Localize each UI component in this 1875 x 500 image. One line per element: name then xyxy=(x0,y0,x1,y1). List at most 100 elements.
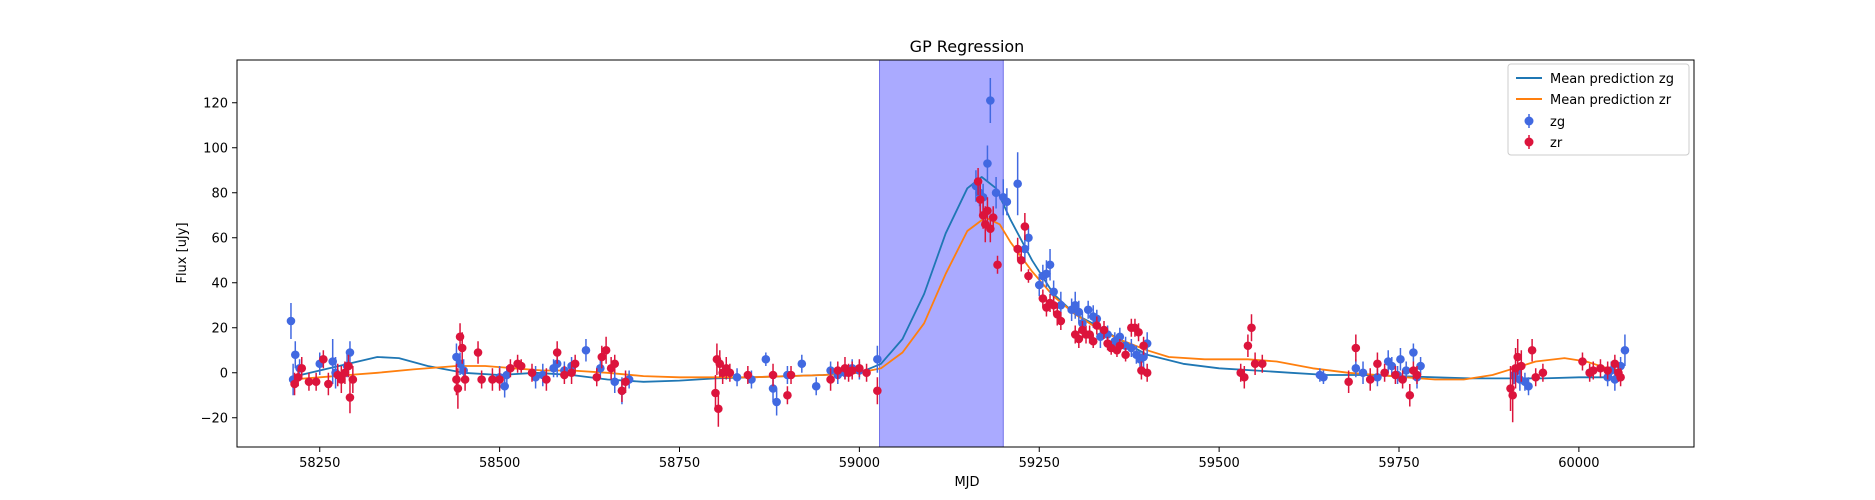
data-point-zr xyxy=(1099,325,1109,335)
data-point-zr xyxy=(340,368,350,378)
data-point-zr xyxy=(1038,294,1048,303)
data-point-zr xyxy=(725,368,735,378)
y-tick-label: 40 xyxy=(211,276,228,291)
data-point-zr xyxy=(1588,366,1598,375)
data-point-zr xyxy=(743,370,753,380)
data-point-zr xyxy=(1578,357,1587,366)
data-point-zr xyxy=(1088,336,1098,346)
data-point-zr xyxy=(457,343,467,353)
x-tick-label: 58250 xyxy=(299,456,340,471)
data-point-zr xyxy=(319,354,328,364)
data-point-zr xyxy=(311,377,321,387)
data-point-zr xyxy=(297,363,307,373)
data-point-zr xyxy=(516,361,526,371)
data-point-zr xyxy=(975,195,985,204)
data-point-zr xyxy=(570,359,580,369)
data-point-zg xyxy=(811,381,821,391)
data-point-zg xyxy=(732,372,742,382)
data-point-zg xyxy=(1401,366,1411,375)
data-point-zr xyxy=(601,345,611,355)
data-point-zg xyxy=(986,96,995,105)
data-point-zg xyxy=(1045,260,1055,270)
data-point-zg xyxy=(772,397,781,407)
data-point-zr xyxy=(597,352,607,362)
data-point-zr xyxy=(1351,343,1361,353)
legend-marker-zr xyxy=(1524,137,1534,147)
legend-label-zg-line: Mean prediction zg xyxy=(1550,72,1674,87)
data-point-zr xyxy=(453,384,463,393)
data-point-zg xyxy=(1034,280,1044,290)
data-point-zr xyxy=(1142,368,1152,378)
data-point-zr xyxy=(983,206,992,216)
data-point-zg xyxy=(1409,348,1418,357)
legend: Mean prediction zg Mean prediction zr zg… xyxy=(1507,63,1690,156)
data-point-zg xyxy=(290,350,300,360)
data-point-zg xyxy=(286,316,296,326)
data-point-zr xyxy=(714,404,723,414)
data-point-zr xyxy=(1247,323,1256,333)
data-point-zg xyxy=(610,377,620,387)
data-point-zr xyxy=(1250,359,1260,369)
y-tick-label: 60 xyxy=(211,231,228,246)
data-point-zr xyxy=(1531,372,1541,382)
data-point-zg xyxy=(1139,352,1148,362)
data-point-zg xyxy=(761,354,771,364)
data-point-zr xyxy=(452,375,461,384)
legend-label-zr: zr xyxy=(1550,136,1563,151)
data-point-zr xyxy=(1380,368,1389,378)
data-point-zr xyxy=(1020,222,1030,231)
data-point-zg xyxy=(452,352,461,362)
data-point-zr xyxy=(1085,330,1094,339)
data-point-zr xyxy=(552,348,562,357)
data-point-zg xyxy=(500,381,509,391)
data-point-zr xyxy=(477,375,486,384)
data-point-zr xyxy=(610,359,620,369)
data-point-zr xyxy=(1527,345,1537,355)
y-tick-label: 80 xyxy=(211,186,228,201)
data-point-zr xyxy=(1517,361,1526,371)
data-point-zr xyxy=(345,393,355,402)
data-point-zg xyxy=(459,366,468,375)
data-point-zr xyxy=(324,379,333,389)
legend-label-zr-line: Mean prediction zr xyxy=(1550,93,1672,108)
data-point-zr xyxy=(1240,372,1249,382)
data-point-zr xyxy=(1052,309,1062,319)
data-point-zg xyxy=(1042,269,1051,279)
data-point-zr xyxy=(768,370,778,380)
data-point-zr xyxy=(337,375,346,384)
data-point-zr xyxy=(560,370,569,380)
data-point-zg xyxy=(1373,372,1382,382)
highlight-region xyxy=(879,60,1004,447)
legend-label-zg: zg xyxy=(1550,115,1565,130)
y-tick-label: 0 xyxy=(220,366,228,381)
data-point-zr xyxy=(290,379,299,389)
data-point-zr xyxy=(973,177,983,186)
data-point-zr xyxy=(783,390,792,400)
data-point-zr xyxy=(592,372,602,382)
data-point-zg xyxy=(1387,361,1397,371)
data-point-zr xyxy=(1024,271,1033,281)
data-point-zr xyxy=(862,368,871,378)
data-point-zr xyxy=(988,213,998,222)
data-point-zg xyxy=(1319,372,1328,382)
data-point-zg xyxy=(1127,343,1136,353)
y-tick-label: −20 xyxy=(201,411,228,426)
data-point-zg xyxy=(1396,354,1405,364)
data-point-zr xyxy=(617,386,627,396)
data-point-zg xyxy=(983,159,992,168)
data-point-zr xyxy=(1092,321,1102,330)
data-point-zr xyxy=(1365,375,1375,384)
data-point-zr xyxy=(873,386,882,396)
data-point-zr xyxy=(1344,377,1353,387)
data-point-zg xyxy=(1074,307,1084,317)
data-point-zr xyxy=(527,368,537,378)
data-point-zr xyxy=(1596,363,1605,373)
data-point-zg xyxy=(1083,305,1093,315)
chart-title: GP Regression xyxy=(910,37,1025,56)
data-point-zr xyxy=(1121,350,1130,360)
data-point-zg xyxy=(1020,244,1030,254)
data-point-zr xyxy=(304,377,314,387)
data-point-zr xyxy=(1257,359,1267,369)
data-point-zr xyxy=(786,370,796,380)
